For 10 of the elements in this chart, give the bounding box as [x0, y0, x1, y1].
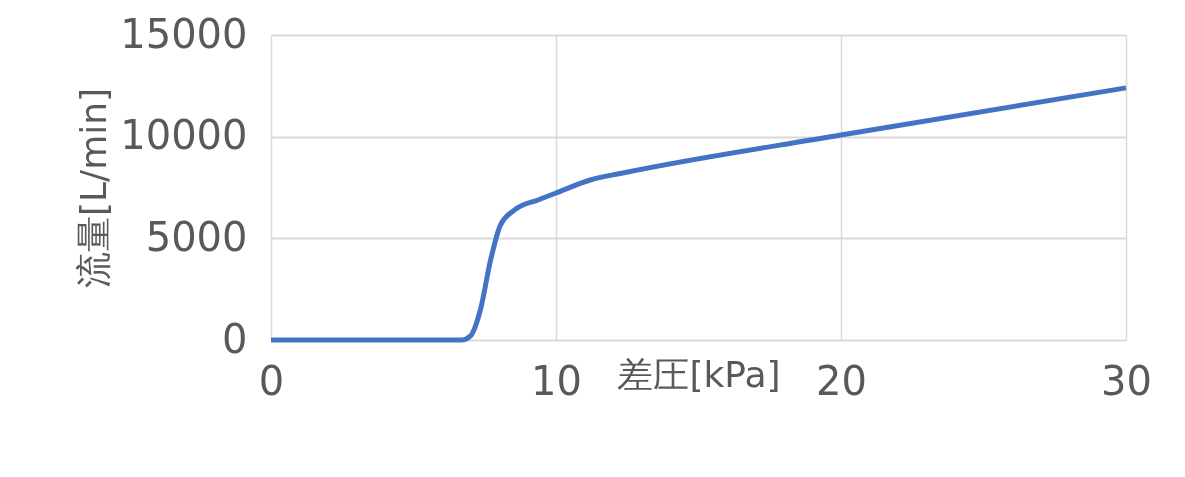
y-axis-title: 流量[L/min]	[73, 87, 115, 289]
x-tick-label: 30	[1101, 357, 1152, 404]
y-tick-label: 5000	[145, 213, 248, 260]
x-tick-label: 0	[258, 357, 285, 404]
y-tick-label: 15000	[120, 10, 248, 57]
y-tick-label: 10000	[120, 112, 248, 159]
x-tick-label: 10	[531, 357, 582, 404]
y-tick-label: 0	[222, 315, 248, 362]
x-tick-label: 20	[816, 357, 867, 404]
x-axis-title: 差圧[kPa]	[617, 353, 781, 395]
